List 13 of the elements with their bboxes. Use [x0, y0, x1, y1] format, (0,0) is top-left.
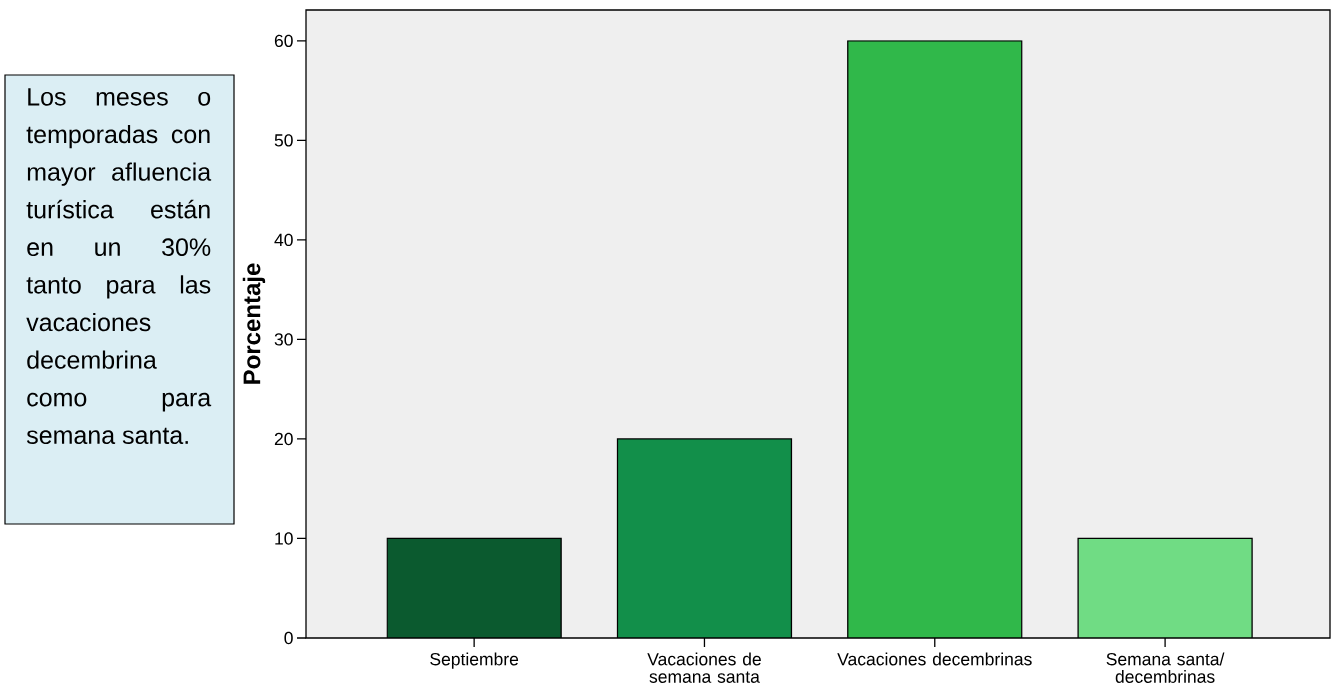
- x-tick-label: Semana santa/ decembrinas: [1106, 652, 1225, 683]
- x-tick-label: Septiembre: [430, 652, 519, 669]
- y-tick-label: 10: [275, 532, 293, 545]
- y-tick-label: 60: [274, 34, 293, 48]
- x-tick-label: Vacaciones decembrinas: [837, 652, 1032, 666]
- text: Los meses o temporadas con mayor afluencia turística están en un 30% tanto para las vacaciones decembrina como para semana santa.: [26, 88, 212, 445]
- x-tick-label: Vacaciones de semana santa: [647, 652, 761, 683]
- y-tick-label: 30: [274, 333, 293, 346]
- y-tick-label: 40: [274, 233, 293, 247]
- y-tick-label: 0: [284, 631, 293, 645]
- y-tick-label: 50: [274, 134, 293, 147]
- y-axis-title: Porcentaje: [242, 263, 266, 384]
- y-tick-label: 20: [274, 432, 293, 446]
